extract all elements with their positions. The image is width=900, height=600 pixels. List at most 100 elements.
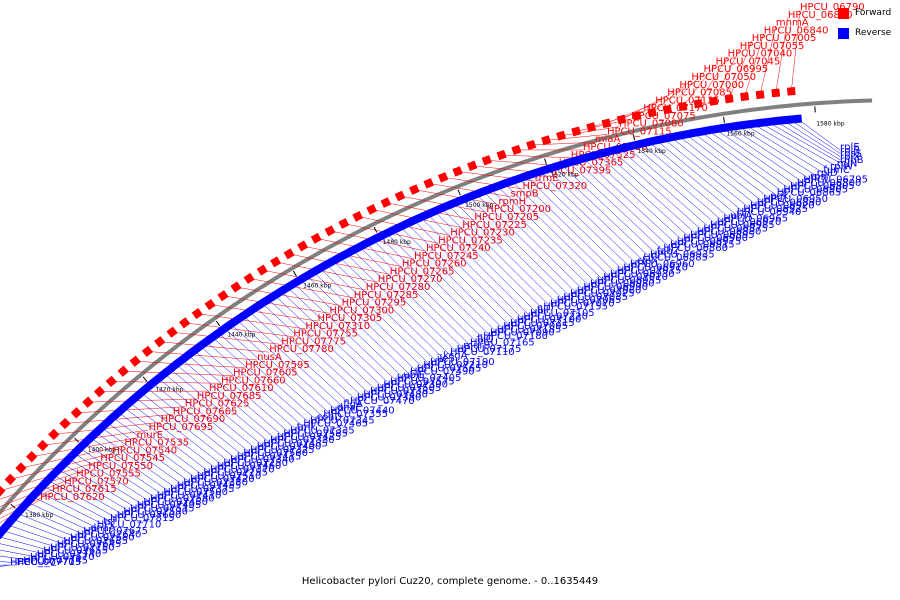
gene-label-murB: murB [463, 341, 490, 352]
gene-leader-HPCU_07250 [135, 397, 224, 466]
gene-leader-HPCU_07070 [448, 205, 551, 307]
gene-label-HPCU_07320: HPCU_07320 [523, 181, 588, 192]
legend-forward: Forward [838, 6, 891, 20]
gene-label-HPCU_07255: HPCU_07255 [203, 468, 268, 479]
gene-leader-HPCU_07330 [176, 364, 271, 444]
gene-leader-HPCU_07405 [293, 283, 397, 382]
gene-label-dnaE: dnaE [337, 403, 362, 414]
gene-label-HPCU_07355: HPCU_07355 [323, 409, 388, 420]
gene-label-HPCU_07390: HPCU_07390 [383, 380, 448, 391]
gene-label-HPCU_07455: HPCU_07455 [177, 481, 242, 492]
gene-label-HPCU_07575: HPCU_07575 [390, 376, 455, 387]
gene-label-HPCU_06955: HPCU_06955 [597, 276, 662, 287]
gene-label-HPCU_06925: HPCU_06925 [743, 204, 808, 215]
gene-leader-HPCU_07565 [313, 271, 417, 372]
gene-leader-HPCU_07000 [636, 87, 680, 117]
gene-leader-HPCU_07260 [302, 245, 402, 267]
gene-leader-pgk [685, 134, 771, 199]
gene-leader-HPCU_07640 [17, 513, 77, 538]
gene-leader-HPCU_07015 [518, 178, 617, 274]
gene-label-HPCU_06940: HPCU_06940 [737, 207, 802, 218]
kbp-tick-mark [544, 158, 547, 165]
gene-label-HPCU_07065: HPCU_07065 [557, 295, 622, 306]
gene-leader-HPCU_07775 [172, 331, 282, 345]
gene-leader-HPCU_07050 [651, 79, 692, 113]
gene-leader-ileS [333, 260, 437, 362]
gene-leader-HPCU_06910 [525, 176, 624, 271]
genome-backbone [0, 98, 873, 516]
kbp-tick-label: 1520 kbp [550, 172, 578, 179]
gene-label-HPCU_07250: HPCU_07250 [223, 458, 288, 469]
gene-label-HPCU_06990: HPCU_06990 [583, 282, 648, 293]
gene-leader-HPCU_07105 [427, 214, 531, 317]
gene-label-HPCU_07535: HPCU_07535 [124, 438, 189, 449]
gene-leader-HPCU_07035 [462, 199, 564, 300]
gene-label-HPCU_06915: HPCU_06915 [670, 240, 735, 251]
gene-leader-rplW [752, 123, 831, 170]
gene-label-HPCU_07110: HPCU_07110 [450, 347, 515, 358]
gene-leader-HPCU_06885 [547, 169, 644, 261]
gene-label-HPCU_07690: HPCU_07690 [161, 414, 226, 425]
gene-label-HPCU_07205: HPCU_07205 [474, 212, 539, 223]
gene-label-HPCU_07345: HPCU_07345 [310, 416, 375, 427]
gene-leader-HPCU_07815 [42, 485, 111, 522]
gene-label-HPCU_07215: HPCU_07215 [510, 318, 575, 329]
gene-label-HPCU_07685: HPCU_07685 [197, 391, 262, 402]
gene-leader-miaA [531, 141, 595, 146]
gene-label-trmE: trmE [535, 173, 559, 184]
gene-label-HPCU_07660: HPCU_07660 [221, 375, 286, 386]
gene-label-HPCU_06975: HPCU_06975 [677, 236, 742, 247]
gene-leader-HPCU_07605 [123, 370, 234, 376]
gene-label-HPCU_07055: HPCU_07055 [740, 41, 805, 52]
gene-leader-HPCU_07660 [111, 381, 222, 384]
gene-label-ubiA: ubiA [730, 210, 752, 221]
gene-label-HPCU_06900: HPCU_06900 [683, 233, 748, 244]
gene-label-rplN: rplN [837, 158, 858, 169]
gene-label-HPCU_07115: HPCU_07115 [607, 126, 672, 137]
gene-leader-HPCU_07755 [184, 322, 294, 337]
gene-leader-HPCU_07505 [274, 295, 377, 392]
gene-label-HPCU_06930: HPCU_06930 [610, 269, 675, 280]
gene-leader-HPCU_06805 [708, 130, 791, 190]
gene-leader-HPCU_07655 [0, 543, 44, 554]
kbp-tick-mark [632, 134, 636, 141]
gene-label-HPCU_07100: HPCU_07100 [517, 315, 582, 326]
gene-leader-HPCU_06940 [648, 141, 737, 216]
gene-leader-tmk [200, 345, 297, 431]
gene-leader-murB [359, 246, 464, 349]
kbp-tick-label: 1480 kbp [383, 239, 411, 246]
gene-label-HPCU_07085: HPCU_07085 [667, 88, 732, 99]
gene-leader-HPCU_06905 [700, 131, 784, 193]
gene-leader-HPCU_07600 [47, 480, 117, 519]
gene-leader-HPCU_07055 [713, 48, 740, 102]
legend-reverse: Reverse [838, 26, 891, 40]
gene-label-HPCU_07605: HPCU_07605 [233, 368, 298, 379]
gene-leader-HPCU_07355 [224, 328, 324, 418]
gene-label-HPCU_07370: HPCU_07370 [210, 464, 275, 475]
gene-label-HPCU_07330: HPCU_07330 [270, 435, 335, 446]
gene-leader-HPCU_07455 [95, 432, 177, 489]
gene-label-fumC: fumC [823, 165, 850, 176]
gene-label-HPCU_07500: HPCU_07500 [163, 487, 228, 498]
gene-label-HPCU_07555: HPCU_07555 [76, 469, 141, 480]
gene-leader-nusA [147, 351, 258, 361]
gene-label-miaA: miaA [595, 134, 621, 145]
gene-label-fabZ: fabZ [657, 246, 680, 257]
kbp-tick-mark [292, 270, 297, 277]
gene-label-HPCU_07460: HPCU_07460 [217, 461, 282, 472]
gene-label-HPCU_07770: HPCU_07770 [10, 557, 75, 568]
gene-label-HPCU_07565: HPCU_07565 [417, 363, 482, 374]
gene-leader-HPCU_07510 [112, 417, 197, 480]
gene-leader-HPCU_06950 [678, 135, 764, 203]
gene-label-HPCU_07715: HPCU_07715 [17, 557, 82, 568]
gene-label-HPCU_07235: HPCU_07235 [438, 235, 503, 246]
gene-leader-HPCU_07615 [0, 491, 53, 519]
gene-label-HPCU_06810: HPCU_06810 [788, 10, 853, 21]
gene-label-HPCU_06920: HPCU_06920 [750, 201, 815, 212]
gene-label-HPCU_07505: HPCU_07505 [377, 383, 442, 394]
gene-label-HPCU_07200: HPCU_07200 [486, 204, 551, 215]
gene-label-HPCU_07340: HPCU_07340 [230, 455, 295, 466]
gene-leader-HPCU_07440 [230, 324, 331, 414]
gene-leader-HPCU_06935 [554, 166, 651, 258]
